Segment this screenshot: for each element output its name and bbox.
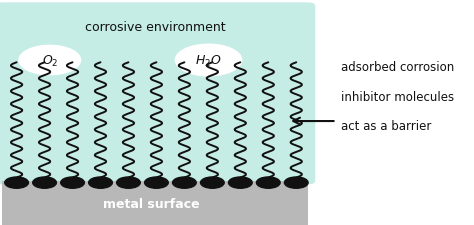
Circle shape [145,177,168,189]
Circle shape [228,177,252,189]
Circle shape [173,177,196,189]
Bar [2,181,308,225]
Text: adsorbed corrosion: adsorbed corrosion [341,61,455,74]
Text: act as a barrier: act as a barrier [341,119,432,133]
Text: metal surface: metal surface [103,197,200,210]
Circle shape [5,177,28,189]
Circle shape [33,177,56,189]
Circle shape [117,177,140,189]
FancyBboxPatch shape [0,3,315,184]
Text: corrosive environment: corrosive environment [85,20,226,34]
Circle shape [175,45,242,76]
Circle shape [256,177,280,189]
Circle shape [201,177,224,189]
Circle shape [284,177,308,189]
Text: $O_2$: $O_2$ [42,53,58,68]
Text: inhibitor molecules: inhibitor molecules [341,90,455,103]
Circle shape [19,46,81,75]
Circle shape [61,177,84,189]
Text: $H_2O$: $H_2O$ [195,53,222,68]
Circle shape [89,177,112,189]
